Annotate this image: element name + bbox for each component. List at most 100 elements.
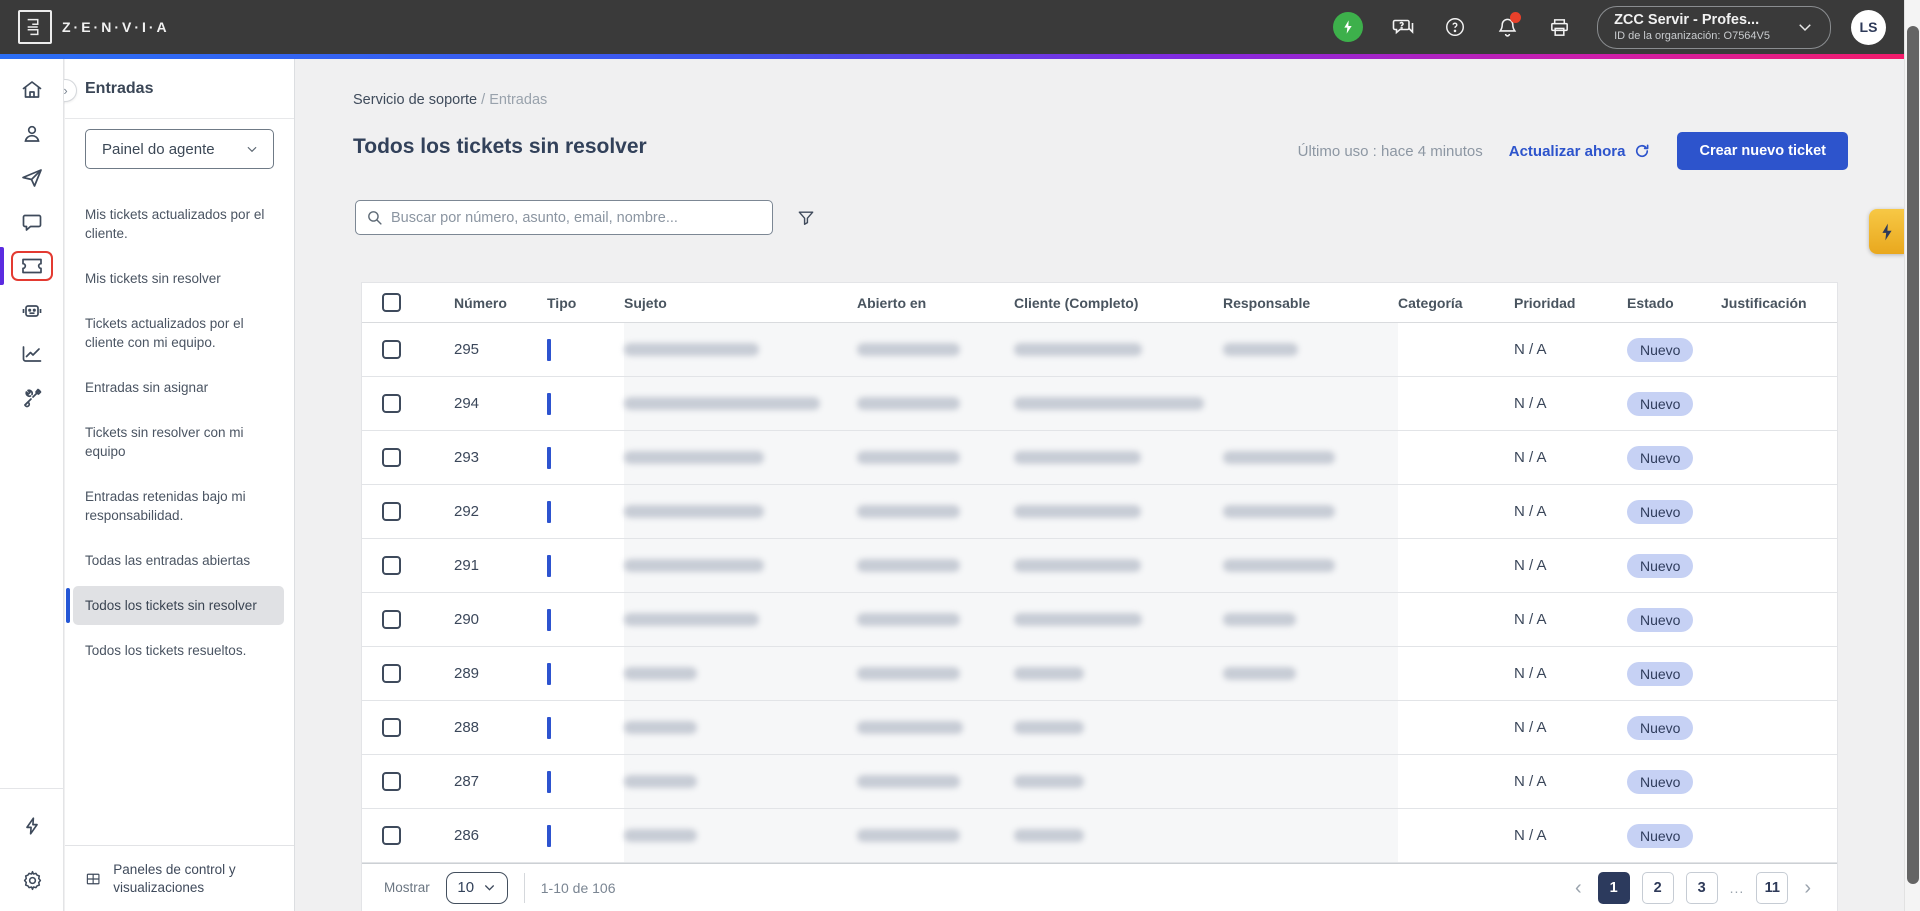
row-checkbox[interactable]	[382, 718, 401, 737]
sidebar-item[interactable]: Entradas retenidas bajo mi responsabilid…	[73, 477, 284, 535]
breadcrumb-current: Entradas	[489, 92, 548, 108]
sidebar-item[interactable]: Todas las entradas abiertas	[73, 541, 284, 580]
redacted-opened-at	[857, 451, 960, 464]
status-badge: Nuevo	[1627, 715, 1694, 740]
table-header-row: Número Tipo Sujeto Abierto en Cliente (Compl…	[362, 283, 1837, 323]
ticket-number: 288	[454, 719, 480, 736]
rail-home-icon[interactable]	[0, 73, 64, 107]
redacted-opened-at	[857, 775, 960, 788]
page-size-select[interactable]: 10	[445, 871, 508, 904]
rail-tools-icon[interactable]	[0, 381, 64, 415]
rail-send-icon[interactable]	[0, 161, 64, 195]
status-online-icon[interactable]	[1333, 12, 1364, 42]
sidebar-item[interactable]: Todos los tickets resueltos.	[73, 631, 284, 670]
notifications-icon[interactable]	[1495, 12, 1522, 39]
priority-value: N / A	[1514, 503, 1547, 520]
table-row[interactable]: 294 N / A Nuevo	[362, 377, 1837, 431]
select-all-checkbox[interactable]	[382, 293, 401, 312]
redacted-opened-at	[857, 505, 960, 518]
table-row[interactable]: 287 N / A Nuevo	[362, 755, 1837, 809]
rail-analytics-icon[interactable]	[0, 337, 64, 371]
quick-actions-flash-button[interactable]	[1869, 209, 1905, 254]
pagination-page-1[interactable]: 1	[1597, 871, 1630, 904]
printer-icon[interactable]	[1547, 15, 1571, 39]
column-header: Responsable	[1223, 294, 1311, 311]
search-input[interactable]	[391, 209, 762, 226]
table-row[interactable]: 295 N / A Nuevo	[362, 323, 1837, 377]
table-row[interactable]: 293 N / A Nuevo	[362, 431, 1837, 485]
rail-contacts-icon[interactable]	[0, 117, 64, 151]
pagination-page-3[interactable]: 3	[1685, 871, 1718, 904]
sidebar-item-label: Mis tickets sin resolver	[85, 271, 221, 286]
category-cell	[1398, 647, 1514, 700]
status-badge: Nuevo	[1627, 607, 1694, 632]
row-checkbox[interactable]	[382, 772, 401, 791]
table-row[interactable]: 289 N / A Nuevo	[362, 647, 1837, 701]
row-checkbox[interactable]	[382, 610, 401, 629]
row-checkbox[interactable]	[382, 826, 401, 845]
pagination-divider	[523, 872, 525, 903]
category-cell	[1398, 323, 1514, 376]
sidebar-item[interactable]: Mis tickets actualizados por el cliente.	[73, 195, 284, 253]
table-row[interactable]: 286 N / A Nuevo	[362, 809, 1837, 863]
redacted-subject	[624, 667, 697, 680]
dashboards-link[interactable]: Paneles de control y visualizaciones	[65, 845, 294, 911]
filter-icon[interactable]	[794, 206, 818, 230]
row-checkbox[interactable]	[382, 448, 401, 467]
sidebar-item[interactable]: Entradas sin asignar	[73, 368, 284, 407]
sidebar-item[interactable]: Tickets sin resolver con mi equipo	[73, 413, 284, 471]
rail-tickets-icon[interactable]	[0, 247, 64, 285]
redacted-client	[1014, 397, 1204, 410]
column-header: Abierto en	[857, 294, 927, 311]
agent-panel-select-value: Painel do agente	[102, 140, 215, 158]
redacted-subject	[624, 559, 764, 572]
scrollbar-thumb[interactable]	[1907, 26, 1919, 884]
sidebar-item[interactable]: Mis tickets sin resolver	[73, 259, 284, 298]
table-row[interactable]: 288 N / A Nuevo	[362, 701, 1837, 755]
rail-settings-icon[interactable]	[0, 863, 64, 897]
agent-panel-select[interactable]: Painel do agente	[85, 129, 274, 169]
justification-cell	[1721, 701, 1838, 754]
create-ticket-button[interactable]: Crear nuevo ticket	[1677, 132, 1848, 170]
zenvia-logo-icon	[18, 10, 52, 44]
table-row[interactable]: 292 N / A Nuevo	[362, 485, 1837, 539]
redacted-subject	[624, 343, 759, 356]
avatar[interactable]: LS	[1851, 9, 1886, 45]
sidebar-item[interactable]: Todos los tickets sin resolver	[66, 586, 284, 625]
chat-feedback-icon[interactable]	[1391, 15, 1415, 39]
org-selector[interactable]: ZCC Servir - Profes... ID de la organiza…	[1597, 5, 1831, 49]
refresh-link[interactable]: Actualizar ahora	[1509, 142, 1652, 160]
column-header: Prioridad	[1514, 294, 1576, 311]
chevron-down-icon	[247, 146, 257, 153]
table-body: 295 N / A Nuevo 294 N / A Nuevo 293 N / …	[362, 323, 1837, 863]
help-icon[interactable]	[1443, 15, 1467, 39]
sidebar-item-label: Tickets sin resolver con mi equipo	[85, 425, 244, 459]
row-checkbox[interactable]	[382, 394, 401, 413]
priority-value: N / A	[1514, 395, 1547, 412]
priority-value: N / A	[1514, 719, 1547, 736]
row-checkbox[interactable]	[382, 664, 401, 683]
next-page-button[interactable]: ›	[1800, 878, 1815, 898]
search-box	[355, 200, 773, 235]
table-row[interactable]: 291 N / A Nuevo	[362, 539, 1837, 593]
redacted-opened-at	[857, 343, 960, 356]
sidebar-item-label: Tickets actualizados por el cliente con …	[85, 316, 244, 350]
chevron-down-icon	[485, 885, 495, 891]
row-checkbox[interactable]	[382, 502, 401, 521]
breadcrumb-parent[interactable]: Servicio de soporte	[353, 92, 478, 108]
pagination-page-2[interactable]: 2	[1641, 871, 1674, 904]
org-id: ID de la organización: O7564V5	[1614, 29, 1770, 42]
row-checkbox[interactable]	[382, 340, 401, 359]
sidebar-item-label: Todos los tickets resueltos.	[85, 643, 247, 658]
rail-bot-icon[interactable]	[0, 293, 64, 327]
table-row[interactable]: 290 N / A Nuevo	[362, 593, 1837, 647]
flash-icon	[1882, 223, 1892, 240]
redacted-subject	[624, 451, 764, 464]
row-checkbox[interactable]	[382, 556, 401, 575]
rail-chat-icon[interactable]	[0, 205, 64, 239]
previous-page-button[interactable]: ‹	[1571, 878, 1586, 898]
pagination-page-11[interactable]: 11	[1756, 871, 1789, 904]
redacted-client	[1014, 451, 1141, 464]
rail-flash-icon[interactable]	[0, 809, 64, 843]
sidebar-item[interactable]: Tickets actualizados por el cliente con …	[73, 304, 284, 362]
